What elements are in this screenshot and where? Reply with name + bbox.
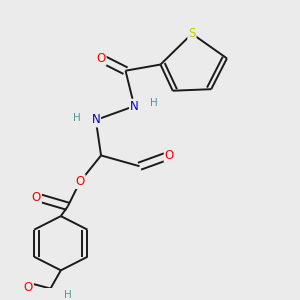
Text: S: S — [188, 27, 196, 40]
Text: N: N — [130, 100, 139, 112]
Text: O: O — [24, 281, 33, 294]
Text: O: O — [75, 175, 85, 188]
Text: O: O — [96, 52, 106, 65]
Text: H: H — [73, 113, 80, 124]
Text: N: N — [92, 113, 100, 127]
Text: H: H — [64, 290, 72, 300]
Text: O: O — [165, 149, 174, 162]
Text: O: O — [32, 190, 41, 203]
Text: H: H — [150, 98, 158, 108]
